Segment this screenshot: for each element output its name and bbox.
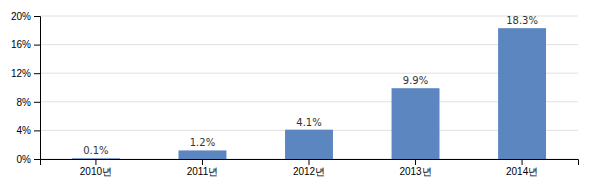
y-tick-label: 16% bbox=[11, 39, 31, 50]
y-tick-mark bbox=[34, 16, 40, 17]
x-tick-mark bbox=[522, 159, 523, 165]
x-tick-mark bbox=[95, 159, 96, 165]
x-tick: 2013년 bbox=[399, 159, 431, 177]
x-tick-mark bbox=[415, 159, 416, 165]
y-tick: 4% bbox=[17, 125, 40, 136]
data-labels: 0.1% 1.2% 4.1% 9.9% 18.3% bbox=[83, 15, 538, 156]
y-tick-label: 20% bbox=[11, 11, 31, 22]
y-tick-label: 0% bbox=[17, 154, 32, 165]
x-tick: 2012년 bbox=[293, 159, 325, 177]
y-tick: 16% bbox=[11, 39, 40, 50]
data-label: 4.1% bbox=[296, 117, 321, 128]
y-tick: 0% bbox=[17, 154, 40, 165]
x-tick-mark bbox=[309, 159, 310, 165]
x-tick-label: 2013년 bbox=[399, 166, 431, 177]
bar bbox=[72, 158, 120, 159]
grid-line bbox=[40, 73, 578, 74]
data-label: 0.1% bbox=[83, 145, 108, 156]
plot: 0% 4% 8% 12% 16% 20% 2010년 2011년 2012년 2013년 2014년… bbox=[11, 11, 579, 177]
grid-line bbox=[40, 16, 578, 17]
y-axis-line bbox=[34, 17, 41, 160]
y-tick-mark bbox=[34, 159, 40, 160]
bars bbox=[72, 28, 546, 159]
chart: 0% 4% 8% 12% 16% 20% 2010년 2011년 2012년 2013년 2014년… bbox=[0, 0, 590, 183]
y-tick-mark bbox=[34, 45, 40, 46]
bar bbox=[178, 150, 226, 159]
y-tick-mark bbox=[34, 130, 40, 131]
bar bbox=[285, 130, 333, 159]
x-tick-mark bbox=[202, 159, 203, 165]
x-tick-label: 2012년 bbox=[293, 166, 325, 177]
y-tick: 20% bbox=[11, 11, 40, 22]
x-tick: 2014년 bbox=[506, 159, 538, 177]
x-tick: 2010년 bbox=[80, 159, 112, 177]
data-label: 9.9% bbox=[403, 75, 428, 86]
bar bbox=[498, 28, 546, 159]
x-axis: 2010년 2011년 2012년 2013년 2014년 bbox=[41, 159, 579, 177]
bar bbox=[392, 88, 440, 159]
y-tick: 12% bbox=[11, 68, 40, 79]
data-label: 1.2% bbox=[190, 137, 215, 148]
y-tick-mark bbox=[34, 73, 40, 74]
grid-line bbox=[40, 44, 578, 45]
x-axis-line bbox=[41, 160, 579, 166]
y-tick: 8% bbox=[17, 97, 40, 108]
y-tick-label: 4% bbox=[17, 125, 32, 136]
data-label: 18.3% bbox=[506, 15, 538, 26]
y-tick-label: 8% bbox=[17, 97, 32, 108]
grid-line bbox=[40, 101, 578, 102]
y-tick-mark bbox=[34, 102, 40, 103]
x-tick-label: 2010년 bbox=[80, 166, 112, 177]
x-tick-label: 2014년 bbox=[506, 166, 538, 177]
x-tick: 2011년 bbox=[187, 159, 219, 177]
grid bbox=[40, 16, 578, 159]
y-tick-label: 12% bbox=[11, 68, 31, 79]
y-axis: 0% 4% 8% 12% 16% 20% bbox=[11, 11, 41, 165]
x-tick-label: 2011년 bbox=[187, 166, 219, 177]
